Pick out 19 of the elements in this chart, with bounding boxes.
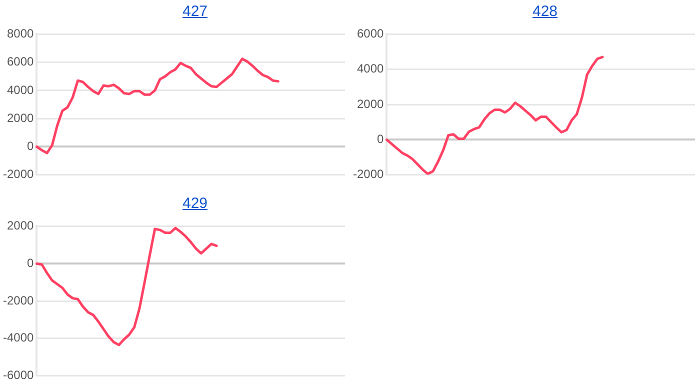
y-tick-label: -4000 <box>2 330 34 345</box>
y-tick-label: 6000 <box>356 26 384 41</box>
y-tick-label: 0 <box>27 138 34 153</box>
chart-title: 427 <box>181 2 209 22</box>
y-tick-label: 4000 <box>6 82 34 97</box>
y-tick-label: 4000 <box>356 62 384 76</box>
y-tick-label: 2000 <box>6 110 34 125</box>
y-tick-label: 2000 <box>6 218 34 233</box>
y-tick-label: -2000 <box>352 167 384 182</box>
y-tick-label: 6000 <box>6 54 34 69</box>
chart-title: 429 <box>181 194 209 214</box>
y-tick-label: -2000 <box>2 293 34 308</box>
chart-title: 428 <box>531 2 559 22</box>
y-tick-label: 0 <box>27 256 34 270</box>
y-tick-label: 0 <box>377 132 384 146</box>
y-tick-label: -6000 <box>2 368 34 382</box>
y-tick-label: -2000 <box>2 167 34 182</box>
y-tick-label: 8000 <box>6 26 34 41</box>
y-tick-label: 2000 <box>356 96 384 111</box>
